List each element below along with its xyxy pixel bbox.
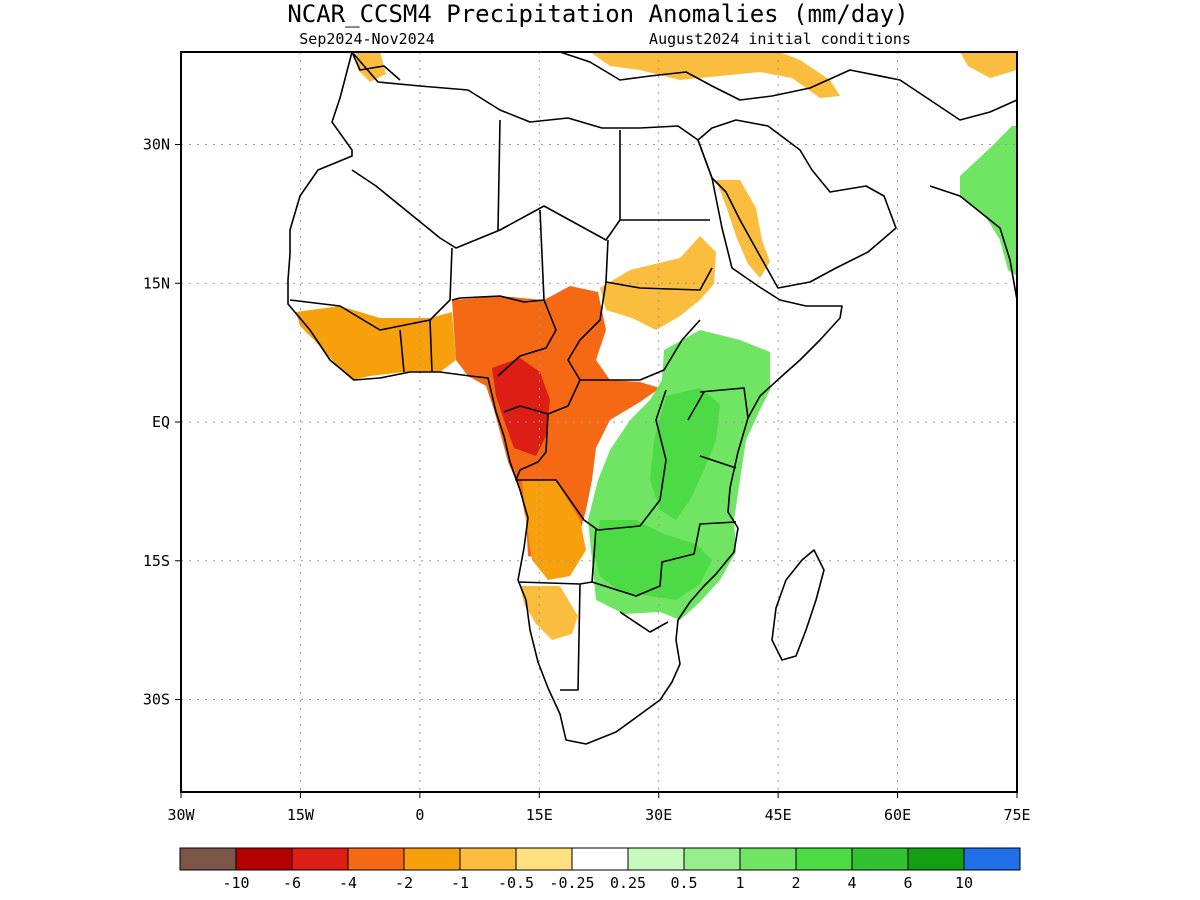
colorbar-swatch xyxy=(739,847,797,871)
colorbar-label: -4 xyxy=(339,874,357,892)
colorbar-label: 6 xyxy=(903,874,912,892)
angola-dry-area xyxy=(522,480,586,580)
forecast-period: Sep2024-Nov2024 xyxy=(299,30,434,48)
colorbar-swatch xyxy=(963,847,1021,871)
lon-tick-label: 0 xyxy=(415,806,424,824)
africa-coastline xyxy=(287,52,843,745)
lat-tick-label: 15N xyxy=(143,274,170,292)
namibia-light-dry-area xyxy=(520,586,578,640)
colorbar-label: 2 xyxy=(791,874,800,892)
colorbar-label: 10 xyxy=(955,874,973,892)
mediterranean-light-dry-area xyxy=(356,52,1017,98)
country-borders xyxy=(289,119,749,691)
map-title: NCAR_CCSM4 Precipitation Anomalies (mm/d… xyxy=(287,0,908,28)
colorbar-swatch xyxy=(347,847,405,871)
lat-tick-label: 15S xyxy=(143,552,170,570)
colorbar-swatch xyxy=(235,847,293,871)
colorbar-label: -0.5 xyxy=(498,874,534,892)
colorbar-label: -1 xyxy=(451,874,469,892)
sahel-light-dry-area xyxy=(600,236,716,330)
colorbar-swatch xyxy=(851,847,909,871)
lat-tick-label: 30N xyxy=(143,136,170,154)
lon-tick-label: 60E xyxy=(884,806,911,824)
lat-tick-label: EQ xyxy=(152,413,170,431)
lon-tick-label: 75E xyxy=(1003,806,1030,824)
lat-tick-label: 30S xyxy=(143,691,170,709)
colorbar-swatch xyxy=(907,847,965,871)
congo-basin-dry-area xyxy=(452,286,660,560)
colorbar-swatch xyxy=(291,847,349,871)
colorbar-swatch xyxy=(683,847,741,871)
colorbar-swatch xyxy=(571,847,629,871)
plot-area xyxy=(181,52,1017,792)
anomaly-shading xyxy=(296,52,1017,640)
latitude-axis: 30N 15N EQ 15S 30S xyxy=(143,136,181,709)
europe-coastline xyxy=(181,52,1017,121)
colorbar: -10 -6 -4 -2 -1 -0.5 -0.25 0.25 0.5 1 2 4 6 10 xyxy=(179,847,1021,892)
india-coastline xyxy=(929,185,1017,301)
colorbar-swatch xyxy=(515,847,573,871)
longitude-axis: 30W 15W 0 15E 30E 45E 60E 75E xyxy=(167,792,1031,824)
colorbar-label: -2 xyxy=(395,874,413,892)
gridlines xyxy=(181,52,1017,792)
initial-conditions: August2024 initial conditions xyxy=(649,30,911,48)
colorbar-swatch xyxy=(795,847,853,871)
colorbar-label: -6 xyxy=(283,874,301,892)
colorbar-swatch xyxy=(627,847,685,871)
southern-africa-wet-area xyxy=(594,520,712,600)
madagascar-coastline xyxy=(771,549,825,661)
lon-tick-label: 30E xyxy=(645,806,672,824)
colorbar-swatch xyxy=(459,847,517,871)
lon-tick-label: 45E xyxy=(765,806,792,824)
colorbar-swatch xyxy=(179,847,237,871)
colorbar-label: 0.5 xyxy=(670,874,697,892)
red-sea-light-dry-area xyxy=(716,180,770,278)
lon-tick-label: 15W xyxy=(287,806,315,824)
colorbar-label: 0.25 xyxy=(610,874,646,892)
coastlines-and-borders xyxy=(181,52,1017,745)
lake-victoria-wet-area xyxy=(650,388,720,520)
west-africa-coast-dry-area xyxy=(296,306,456,380)
lon-tick-label: 15E xyxy=(526,806,553,824)
colorbar-label: 1 xyxy=(735,874,744,892)
colorbar-label: -10 xyxy=(222,874,249,892)
colorbar-label: 4 xyxy=(847,874,856,892)
arabia-coastline xyxy=(697,119,897,289)
lon-tick-label: 30W xyxy=(167,806,195,824)
colorbar-swatch xyxy=(403,847,461,871)
colorbar-label: -0.25 xyxy=(549,874,594,892)
